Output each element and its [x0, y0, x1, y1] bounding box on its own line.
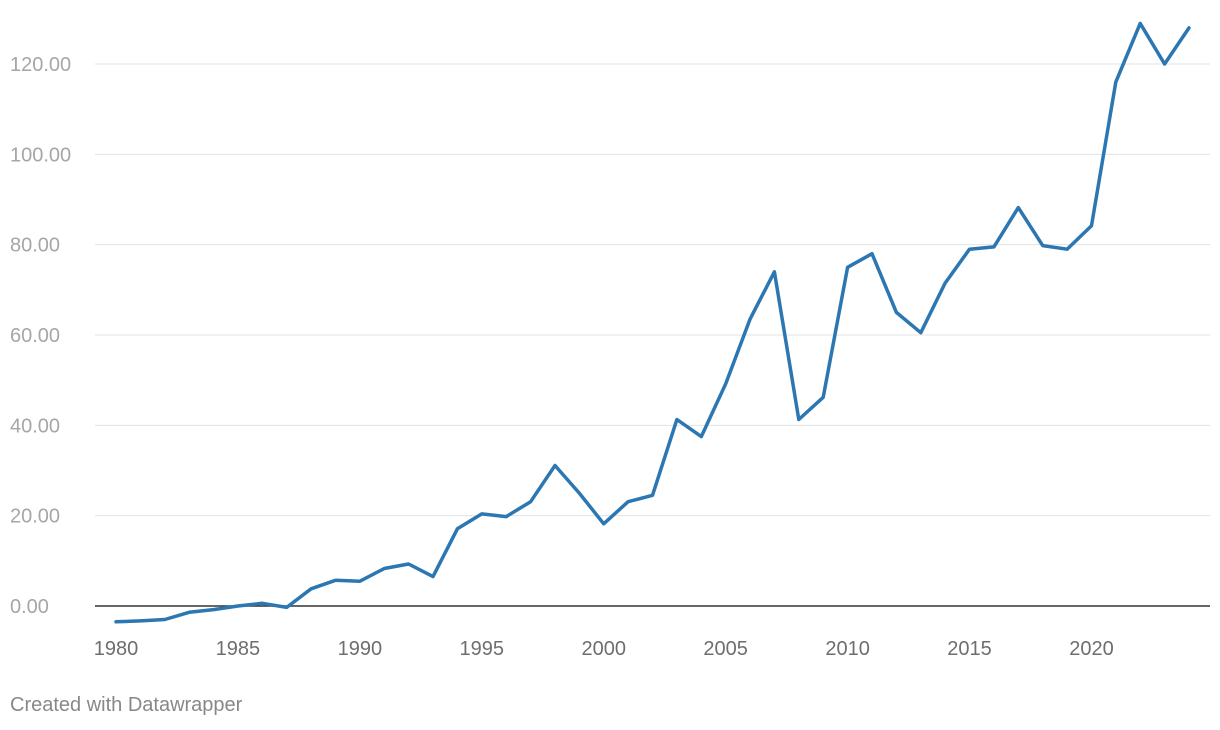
series-line: [114, 21, 1191, 624]
y-tick-label: 120.00: [10, 54, 71, 76]
x-axis: 1980 1985 1990 1995 2000 2005 2010 2015 2020: [94, 638, 1114, 660]
y-tick-label: 0.00: [10, 596, 49, 618]
x-tick-label: 2015: [947, 638, 992, 660]
x-tick-label: 2010: [825, 638, 870, 660]
x-tick-label: 1985: [216, 638, 261, 660]
x-tick-label: 1990: [338, 638, 383, 660]
y-tick-label: 20.00: [10, 506, 60, 528]
line-chart: 0.00 20.00 40.00 60.00 80.00 100.00 120.00 198…: [10, 21, 1210, 660]
x-tick-label: 2000: [581, 638, 626, 660]
y-tick-label: 60.00: [10, 325, 60, 347]
datawrapper-credit: Created with Datawrapper: [10, 694, 243, 716]
y-tick-label: 100.00: [10, 144, 71, 166]
x-tick-label: 1995: [460, 638, 505, 660]
series-layer: [114, 21, 1191, 624]
x-tick-label: 2020: [1069, 638, 1114, 660]
y-axis: 0.00 20.00 40.00 60.00 80.00 100.00 120.00: [10, 54, 71, 618]
x-tick-label: 2005: [703, 638, 748, 660]
y-tick-label: 40.00: [10, 415, 60, 437]
x-tick-label: 1980: [94, 638, 139, 660]
gridlines: [95, 63, 1210, 607]
y-tick-label: 80.00: [10, 235, 60, 257]
